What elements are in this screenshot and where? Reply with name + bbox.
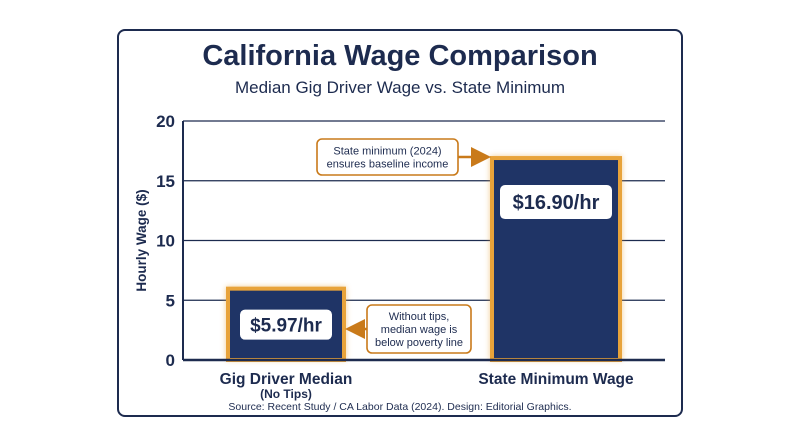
value-label-box [500,185,612,220]
chart-title: California Wage Comparison [202,40,598,72]
x-category-sublabel: (No Tips) [260,387,312,401]
axes: 0 5 10 15 20 Hourly Wage ($) Gig Driver Median… [134,112,665,401]
y-tick-label: 0 [166,351,175,370]
value-label: $16.90/hr [513,192,600,214]
chart-subtitle: Median Gig Driver Wage vs. State Minimum [234,78,566,97]
annotation-text: ensures baseline income [327,159,449,171]
y-tick-label: 15 [156,172,175,191]
y-tick-label: 20 [156,112,175,131]
y-tick-label: 10 [156,232,175,251]
bars: $5.97/hr $16.90/hr [226,156,622,363]
annotation-text: median wage is [381,324,458,336]
annotation-text: Without tips, [389,311,450,323]
y-tick-label: 5 [166,291,175,310]
x-category-label: State Minimum Wage [478,371,634,388]
annotation-text: State minimum (2024) [333,146,441,158]
x-category-label: Gig Driver Median [220,371,353,388]
annotation-text: below poverty line [375,337,463,349]
value-label-box [240,309,332,340]
source-footer: Source: Recent Study / CA Labor Data (20… [228,401,572,413]
y-axis-label: Hourly Wage ($) [134,189,149,291]
value-label: $5.97/hr [250,316,322,337]
